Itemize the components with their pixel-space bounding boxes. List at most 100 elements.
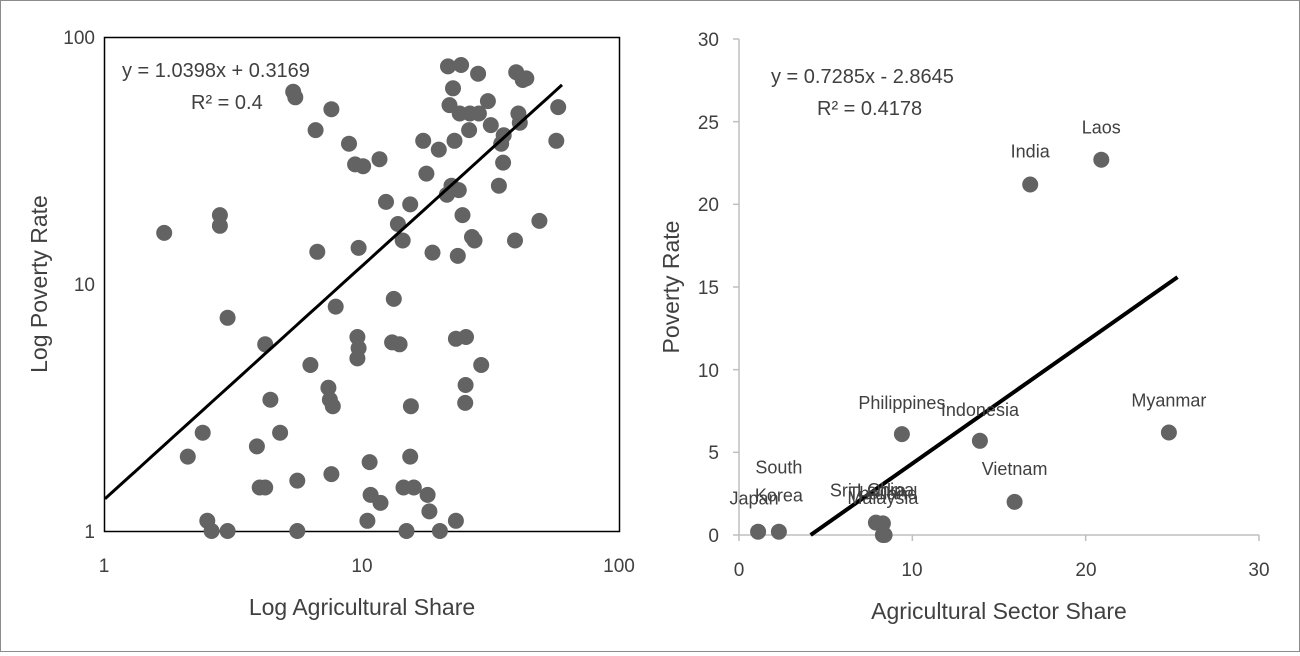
right-x-axis-title: Agricultural Sector Share — [871, 598, 1127, 624]
left-data-point — [457, 377, 474, 393]
left-data-point — [470, 65, 487, 82]
right-y-tick: 10 — [698, 361, 719, 382]
left-data-point — [372, 494, 389, 511]
left-data-point — [361, 454, 378, 471]
right-y-tick: 15 — [698, 278, 719, 299]
left-data-point — [359, 512, 376, 529]
left-data-point — [289, 523, 306, 539]
left-data-point — [495, 127, 512, 144]
left-data-point — [402, 196, 419, 213]
left-data-point — [446, 132, 463, 149]
left-data-point — [479, 93, 496, 110]
left-data-point — [219, 309, 236, 326]
left-y-tick: 10 — [74, 275, 95, 296]
left-data-point — [548, 132, 565, 149]
right-y-tick: 20 — [698, 195, 719, 216]
left-data-point — [320, 379, 337, 396]
left-data-point — [461, 122, 478, 139]
left-data-point — [453, 57, 470, 73]
left-data-point — [507, 232, 523, 249]
left-data-point — [454, 207, 471, 224]
point-label: Vietnam — [982, 459, 1048, 479]
point-label: Korea — [755, 486, 804, 506]
left-data-point — [418, 165, 435, 182]
right-data-point — [876, 527, 893, 543]
point-label: South — [755, 458, 802, 478]
left-x-tick: 10 — [351, 556, 372, 577]
left-data-point — [302, 357, 319, 373]
left-x-tick: 100 — [603, 556, 635, 577]
left-data-point — [415, 132, 432, 149]
left-data-point — [440, 58, 456, 75]
left-data-point — [350, 340, 367, 357]
point-label: India — [1011, 141, 1051, 161]
right-x-tick: 0 — [734, 560, 745, 581]
left-data-point — [531, 212, 548, 229]
left-data-point — [457, 394, 474, 411]
left-data-point — [424, 244, 441, 261]
right-data-point — [770, 523, 787, 540]
right-data-point — [750, 523, 767, 540]
left-y-tick: 1 — [84, 522, 95, 543]
point-label: Japan — [730, 489, 779, 509]
left-data-point — [355, 158, 372, 175]
left-y-tick: 100 — [63, 28, 95, 49]
right-x-tick: 10 — [901, 560, 922, 581]
left-trendline-equation: y = 1.0398x + 0.3169 — [122, 60, 310, 82]
left-data-point — [518, 70, 535, 87]
left-data-point — [402, 398, 419, 415]
point-label: Myanmar — [1131, 390, 1206, 410]
left-data-point — [482, 117, 499, 134]
left-data-point — [289, 472, 306, 489]
left-data-point — [394, 232, 411, 249]
right-data-point — [1022, 176, 1039, 193]
left-data-point — [419, 486, 436, 503]
point-label: Malaysia — [847, 488, 919, 508]
left-data-point — [194, 424, 211, 441]
left-x-tick: 1 — [99, 556, 110, 577]
right-point-labels: Japan South Korea Sri LankaThailandMalaysia… — [730, 118, 1207, 509]
left-data-point — [323, 466, 340, 483]
left-plot-area — [103, 36, 621, 533]
left-data-point — [385, 290, 402, 307]
left-data-point — [430, 141, 447, 158]
left-data-point — [211, 217, 228, 234]
left-data-point — [371, 151, 388, 168]
right-trendline-r2: R² = 0.4178 — [817, 98, 922, 120]
left-data-point — [466, 232, 483, 249]
right-trendline — [809, 275, 1179, 537]
left-data-point — [495, 154, 512, 171]
left-data-point — [402, 448, 419, 465]
left-data-point — [449, 247, 466, 264]
left-data-point — [262, 391, 279, 408]
point-label: Philippines — [858, 393, 945, 413]
left-trendline-r2: R² = 0.4 — [191, 92, 263, 114]
left-data-point — [307, 122, 324, 139]
point-label: Laos — [1082, 118, 1121, 138]
right-y-tick: 30 — [698, 30, 719, 51]
left-data-point — [309, 243, 326, 260]
right-y-tick: 25 — [698, 113, 719, 134]
left-data-point — [378, 193, 394, 210]
right-axis-ticks — [733, 38, 1260, 541]
left-data-point — [257, 479, 274, 496]
left-data-point — [324, 398, 341, 415]
point-label: Indonesia — [941, 400, 1020, 420]
left-data-point — [179, 448, 196, 465]
left-y-axis-title: Log Poverty Rate — [26, 195, 52, 373]
left-trendline — [103, 83, 564, 500]
left-chart: 1 10 100 1 10 100 Log Agricultural Share… — [26, 28, 635, 620]
left-x-axis-title: Log Agricultural Share — [249, 594, 475, 620]
right-chart: Japan South Korea Sri LankaThailandMalaysia… — [658, 30, 1270, 624]
left-data-point — [431, 523, 448, 539]
right-y-axis-title: Poverty Rate — [658, 221, 684, 354]
right-y-tick: 5 — [708, 443, 719, 464]
left-data-point — [391, 336, 408, 353]
right-points — [750, 151, 1177, 543]
left-data-point — [405, 479, 422, 496]
left-data-point — [458, 329, 474, 345]
right-y-tick: 0 — [708, 526, 719, 547]
left-data-point — [323, 101, 340, 118]
